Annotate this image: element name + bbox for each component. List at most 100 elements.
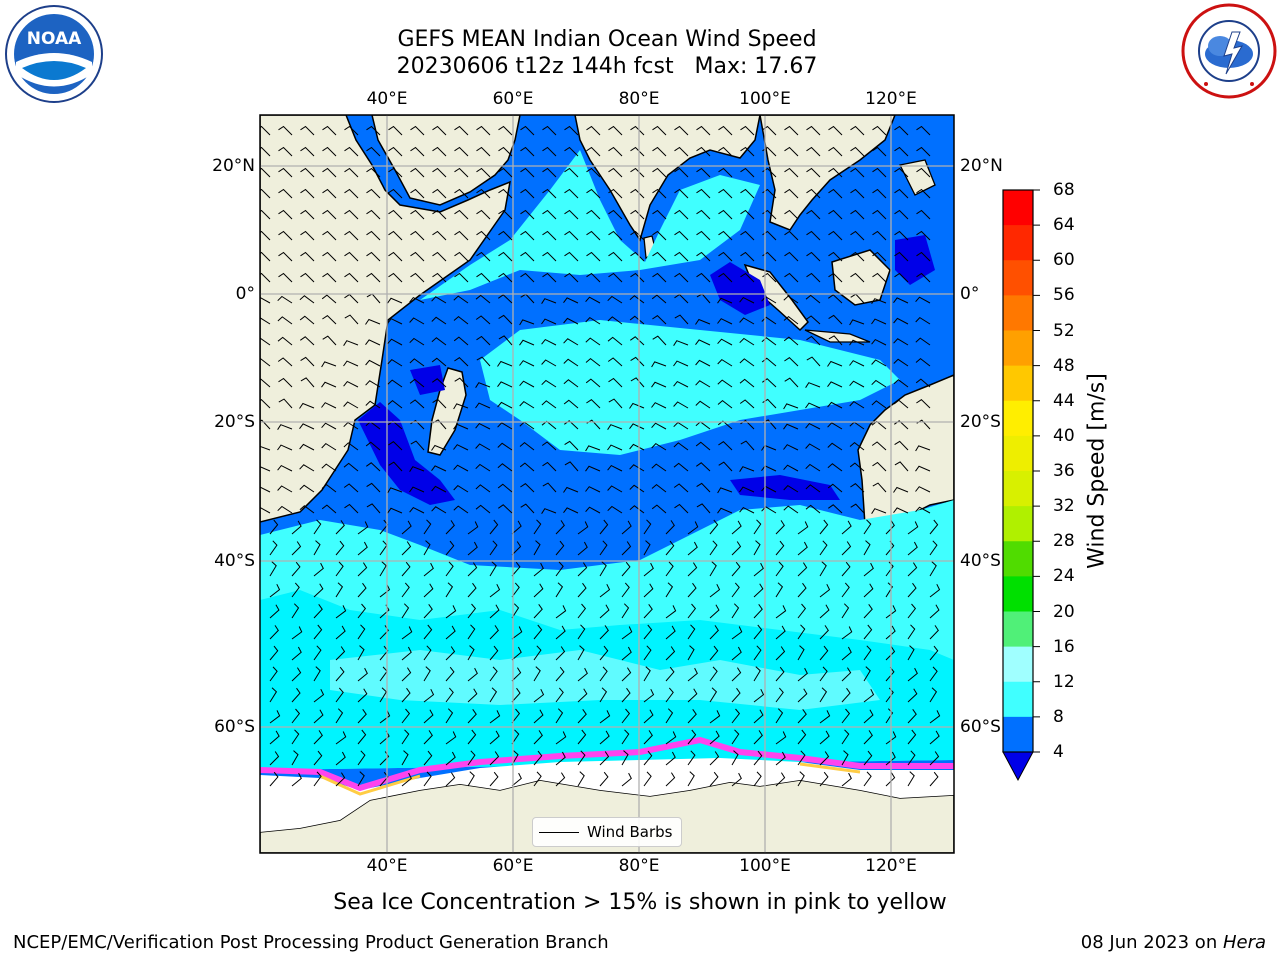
wind-barb	[321, 361, 337, 368]
colorbar-tick-label: 8	[1053, 706, 1064, 727]
wind-barb	[739, 378, 755, 388]
wind-barb	[410, 419, 425, 430]
wind-barb	[630, 377, 645, 388]
wind-barb	[335, 687, 344, 703]
wind-barb	[277, 357, 293, 367]
wind-barb	[929, 666, 938, 682]
wind-barb	[916, 209, 931, 220]
wind-barb	[784, 167, 799, 178]
wind-barb	[379, 645, 389, 661]
wind-barb	[401, 582, 410, 598]
wind-barb	[687, 729, 697, 745]
wind-barb	[731, 667, 742, 682]
wind-barb	[761, 296, 777, 304]
wind-barb	[454, 377, 469, 388]
wind-barb	[717, 358, 733, 367]
wind-barb	[695, 400, 711, 409]
wind-barb	[357, 624, 366, 640]
wind-barb	[863, 519, 872, 535]
wind-barb	[784, 188, 799, 199]
wind-barb	[674, 125, 689, 136]
wind-barb	[563, 399, 579, 409]
wind-barb	[841, 750, 849, 766]
lat-tick-left-3: 40°S	[214, 551, 255, 571]
wind-barb	[260, 272, 271, 283]
wind-barb	[269, 604, 280, 619]
wind-barb	[827, 381, 843, 388]
wind-barb	[673, 360, 689, 367]
wind-barb	[453, 315, 469, 325]
wind-barb	[313, 624, 323, 640]
wind-barb	[497, 422, 513, 430]
wind-barb	[410, 209, 425, 220]
colorbar	[1002, 189, 1040, 782]
wind-barb	[260, 466, 271, 472]
wind-barb	[335, 666, 345, 682]
wind-band-cyan-central	[480, 320, 900, 455]
wind-barb	[607, 424, 623, 430]
wind-barb	[630, 336, 645, 346]
wind-barb	[577, 688, 588, 703]
wind-barb	[599, 625, 609, 640]
wind-barb	[343, 360, 359, 367]
wind-barb	[630, 272, 645, 283]
wind-barb	[797, 562, 808, 577]
wind-barb	[291, 582, 300, 598]
lat-tick-left-1: 0°	[235, 284, 255, 304]
wind-barb	[753, 666, 761, 682]
wind-barb	[630, 356, 645, 367]
wind-barb	[828, 167, 843, 178]
wind-barb	[467, 521, 479, 535]
wind-barb	[343, 462, 359, 472]
wind-barb	[366, 209, 381, 220]
wind-barb	[819, 730, 830, 745]
wind-barb	[563, 379, 579, 388]
wind-barb	[299, 464, 315, 472]
wind-barb	[665, 708, 674, 724]
wind-barb	[651, 402, 667, 409]
wind-barb	[379, 710, 391, 724]
wind-barb	[863, 709, 874, 724]
wind-barb	[555, 708, 564, 724]
wind-barb	[929, 687, 938, 703]
wind-barb	[696, 272, 711, 283]
wind-barb	[819, 710, 831, 724]
wind-barb	[564, 146, 579, 157]
wind-barb	[819, 645, 829, 661]
wind-barb	[907, 624, 916, 640]
wind-barb	[805, 315, 821, 325]
wind-barb	[630, 251, 645, 262]
wind-barb	[586, 272, 601, 283]
wind-barb	[916, 188, 931, 199]
wind-barb	[915, 378, 931, 388]
wind-barb	[828, 146, 843, 157]
wind-barb	[533, 771, 542, 787]
wind-barb	[643, 688, 655, 703]
wind-barb	[357, 709, 367, 724]
wind-barb	[269, 687, 278, 703]
wind-barb	[432, 146, 447, 157]
wind-barb	[709, 519, 719, 535]
wind-barb	[607, 464, 623, 472]
wind-barb	[893, 358, 909, 367]
colorbar-tick-label: 32	[1053, 496, 1075, 517]
wind-barb	[533, 688, 545, 703]
wind-barb	[313, 750, 323, 766]
wind-barb	[489, 730, 500, 745]
wind-barb	[740, 440, 755, 451]
wind-barb	[643, 666, 651, 682]
wind-barb	[357, 521, 369, 535]
wind-barb	[431, 506, 447, 514]
wind-barb	[300, 146, 315, 157]
wind-barb	[423, 709, 434, 724]
wind-pocket-dark-4	[895, 235, 935, 285]
wind-barb	[696, 167, 711, 178]
wind-barb	[519, 400, 535, 409]
wind-barb	[335, 540, 345, 556]
wind-barb	[299, 505, 315, 514]
wind-band-cyan-north	[420, 150, 760, 300]
wind-barb	[388, 125, 403, 136]
wind-barb	[907, 562, 918, 577]
wind-barb	[871, 508, 887, 514]
wind-barb	[519, 360, 535, 367]
